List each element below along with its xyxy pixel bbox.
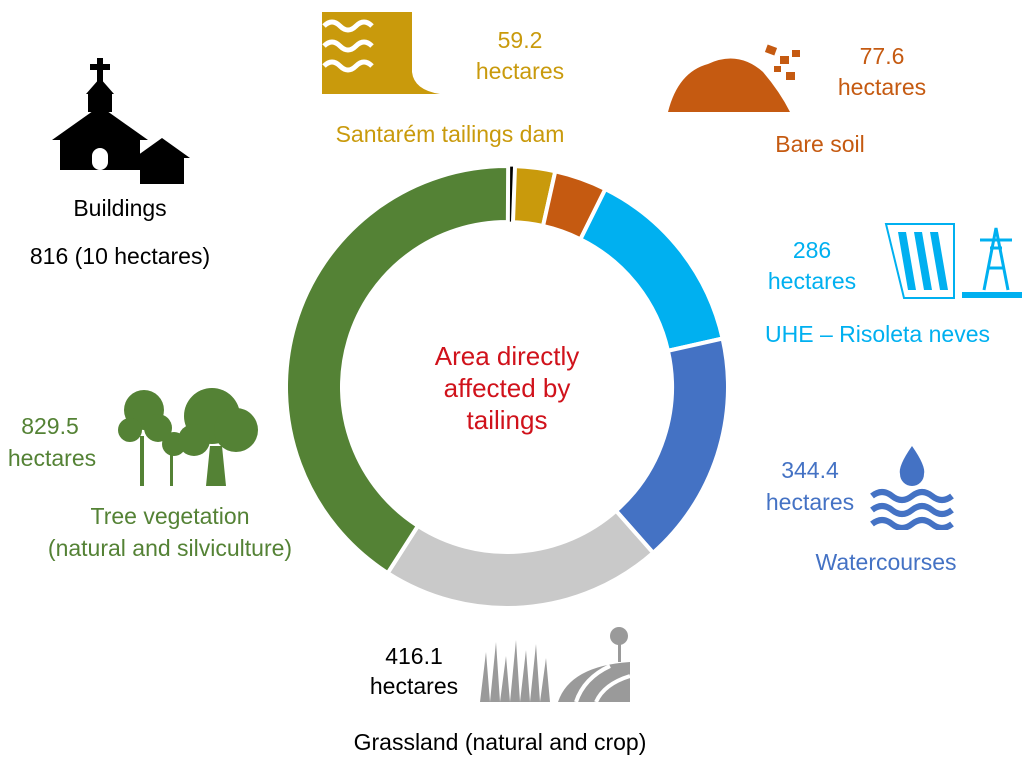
label-dam-name: Santarém tailings dam [335, 121, 565, 147]
donut-slice-grassland [384, 507, 656, 610]
label-dam-value: 59.2 [497, 27, 543, 53]
water-drop-waves-icon [870, 446, 954, 530]
center-line: Area directly [434, 341, 580, 371]
label-tree-value: 829.5 [21, 413, 79, 439]
label-dam-unit: hectares [475, 58, 565, 84]
center-line: affected by [443, 373, 571, 403]
trees-icon [118, 388, 258, 486]
label-water-unit: hectares [765, 489, 855, 515]
church-house-icon [52, 58, 190, 184]
label-uhe-unit: hectares [767, 268, 857, 294]
label-buildings-value: 816 (10 hectares) [29, 243, 211, 269]
center-line: tailings [466, 405, 548, 435]
label-tree-name-2: (natural and silviculture) [47, 535, 293, 561]
dam-icon [322, 12, 440, 94]
label-water-name: Watercourses [815, 549, 957, 575]
label-soil-value: 77.6 [859, 43, 905, 69]
label-soil-name: Bare soil [775, 131, 865, 157]
label-water-value: 344.4 [781, 457, 839, 483]
hydroelectric-dam-icon [884, 223, 1022, 299]
label-buildings-name: Buildings [73, 195, 167, 221]
label-uhe-value: 286 [792, 237, 832, 263]
donut-slice-tree [284, 164, 511, 576]
label-uhe-name: UHE – Risoleta neves [765, 321, 990, 347]
donut-slice-watercourses [613, 336, 730, 556]
center-title: Area directly affected by tailings [387, 340, 627, 436]
label-tree-unit: hectares [7, 445, 97, 471]
soil-pile-icon [668, 44, 800, 112]
label-grass-name: Grassland (natural and crop) [353, 729, 647, 755]
label-grass-unit: hectares [369, 673, 459, 699]
label-soil-unit: hectares [837, 74, 927, 100]
label-tree-name-1: Tree vegetation [90, 503, 250, 529]
label-grass-value: 416.1 [385, 643, 443, 669]
donut-slice-uhe [577, 186, 726, 354]
grass-field-icon [480, 627, 631, 703]
